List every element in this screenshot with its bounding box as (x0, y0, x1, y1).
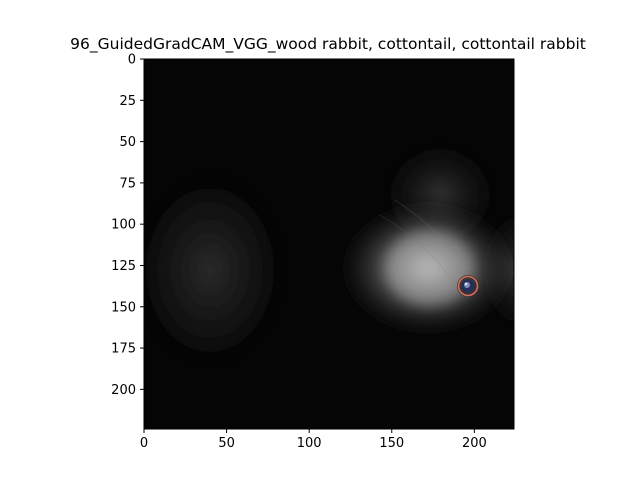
y-tick-label: 100 (111, 218, 136, 233)
y-tick-label: 200 (111, 383, 136, 398)
y-tick-label: 150 (111, 300, 136, 315)
x-tick-label: 200 (462, 436, 487, 451)
y-tick-label: 125 (111, 259, 136, 274)
heatmap-image (144, 59, 514, 429)
x-tick-label: 150 (379, 436, 404, 451)
eye-feature (457, 275, 479, 297)
x-tick-label: 0 (140, 436, 148, 451)
y-tick-label: 75 (119, 176, 136, 191)
figure-title: 96_GuidedGradCAM_VGG_wood rabbit, cotton… (70, 35, 586, 54)
y-tick-label: 25 (119, 94, 136, 109)
y-tick-label: 50 (119, 135, 136, 150)
y-axis: 0 25 50 75 100 125 150 175 200 (111, 53, 144, 398)
y-tick-label: 0 (128, 53, 136, 68)
x-axis: 0 50 100 150 200 (140, 429, 487, 451)
y-tick-label: 175 (111, 342, 136, 357)
x-tick-label: 100 (297, 436, 322, 451)
axes-frame (143, 58, 515, 430)
x-tick-label: 50 (218, 436, 235, 451)
